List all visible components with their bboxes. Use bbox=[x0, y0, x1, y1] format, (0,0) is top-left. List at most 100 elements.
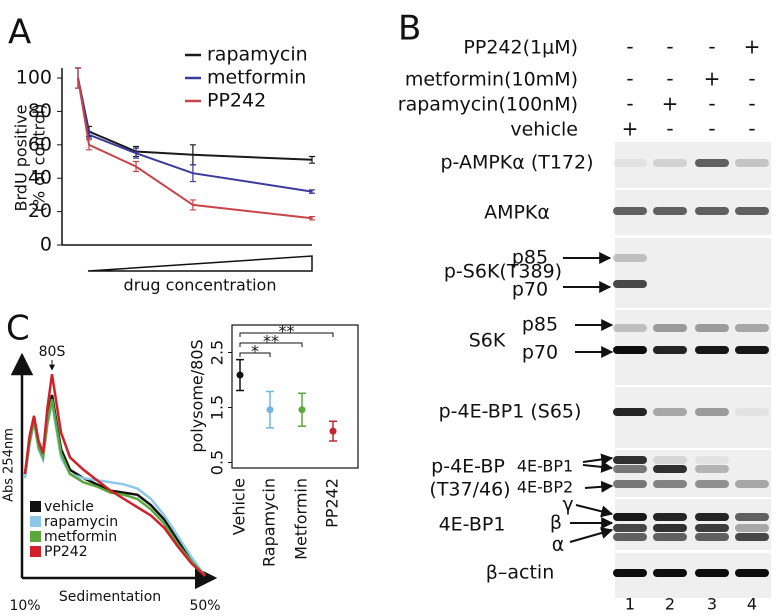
y-tick-label: 60 bbox=[28, 133, 52, 155]
error-bar bbox=[309, 216, 315, 221]
row-label: (T37/46) bbox=[429, 479, 510, 501]
blot-band bbox=[735, 207, 769, 215]
significance-bracket bbox=[239, 342, 303, 347]
treatment-label: metformin(10mM) bbox=[405, 69, 578, 91]
blot-band bbox=[695, 569, 729, 577]
arrow bbox=[582, 453, 614, 466]
blot-band bbox=[613, 207, 647, 215]
treatment-sign: + bbox=[744, 35, 761, 59]
legend-label: vehicle bbox=[44, 499, 94, 515]
legend-label: rapamycin bbox=[44, 514, 118, 530]
error-bar bbox=[133, 160, 140, 173]
x-tick-label: 50% bbox=[189, 598, 220, 614]
x-tick-label: 10% bbox=[9, 598, 40, 614]
lane-number: 1 bbox=[625, 595, 635, 614]
band-label: p85 bbox=[512, 247, 548, 269]
y-axis-label: polysome/80S bbox=[188, 339, 207, 452]
y-tick-label: 0 bbox=[40, 234, 52, 256]
significance-bracket bbox=[239, 332, 334, 337]
blot-band bbox=[695, 465, 729, 473]
y-tick-label: 80 bbox=[28, 100, 52, 122]
treatment-label: PP242(1μM) bbox=[463, 37, 578, 59]
row-label: p-AMPKα (T172) bbox=[440, 152, 593, 174]
y-axis-label: (% of control) bbox=[30, 104, 49, 213]
plot-frame bbox=[231, 324, 359, 469]
blot-band bbox=[613, 456, 647, 464]
band-label: p85 bbox=[522, 314, 558, 336]
blot-band bbox=[613, 533, 647, 541]
legend-swatch bbox=[30, 501, 41, 512]
arrow bbox=[569, 527, 614, 543]
x-axis-label: Sedimentation bbox=[59, 589, 161, 605]
legend-swatch bbox=[30, 516, 41, 527]
blot-band bbox=[653, 480, 687, 488]
y-tick-label: 20 bbox=[28, 200, 52, 222]
blot-band bbox=[613, 280, 647, 288]
blot-band bbox=[695, 159, 729, 167]
blot-band bbox=[613, 524, 647, 532]
dot bbox=[298, 406, 306, 414]
treatment-sign: - bbox=[626, 92, 633, 116]
band-label: p70 bbox=[522, 342, 558, 364]
significance-label: * bbox=[251, 342, 259, 361]
treatment-sign: - bbox=[748, 67, 755, 91]
concentration-wedge bbox=[87, 255, 313, 272]
treatment-sign: + bbox=[662, 92, 679, 116]
blot-band bbox=[613, 159, 647, 167]
error-bar bbox=[189, 164, 196, 183]
blot-band bbox=[735, 533, 769, 541]
blot-band bbox=[653, 456, 687, 464]
error-bar bbox=[189, 199, 196, 211]
treatment-sign: - bbox=[748, 117, 755, 141]
blot-band bbox=[735, 346, 769, 354]
blot-band bbox=[735, 513, 769, 521]
blot-band bbox=[695, 524, 729, 532]
arrow bbox=[575, 504, 614, 518]
blot-band bbox=[653, 465, 687, 473]
treatment-sign: - bbox=[708, 92, 715, 116]
blot-band bbox=[695, 533, 729, 541]
treatment-sign: - bbox=[666, 35, 673, 59]
blot-band bbox=[653, 524, 687, 532]
significance-bracket bbox=[239, 352, 271, 357]
y-axis-label: Abs 254nm bbox=[2, 428, 17, 502]
error-bar bbox=[85, 139, 92, 151]
series-line bbox=[23, 398, 206, 577]
dot bbox=[329, 427, 337, 435]
row-label: p-S6K(T389) bbox=[444, 261, 562, 283]
treatment-sign: - bbox=[626, 67, 633, 91]
treatment-label: vehicle bbox=[510, 119, 578, 141]
blot-strip bbox=[615, 387, 771, 448]
blot-band bbox=[653, 513, 687, 521]
y-axis-label: BrdU positive bbox=[12, 105, 31, 212]
band-label: 4E-BP2 bbox=[517, 478, 573, 497]
arrow bbox=[584, 480, 614, 493]
significance-label: ** bbox=[279, 322, 295, 341]
error-bar bbox=[75, 67, 81, 89]
blot-band bbox=[613, 254, 647, 262]
blot-band bbox=[695, 408, 729, 416]
y-tick-label: 2.5 bbox=[208, 340, 227, 365]
arrow bbox=[582, 460, 614, 473]
series-line bbox=[77, 77, 313, 161]
legend-label: rapamycin bbox=[207, 44, 308, 66]
treatment-sign: - bbox=[666, 117, 673, 141]
blot-band bbox=[695, 207, 729, 215]
blot-band bbox=[653, 346, 687, 354]
series-line bbox=[77, 77, 313, 193]
blot-band bbox=[735, 480, 769, 488]
row-label: AMPKα bbox=[484, 202, 550, 224]
treatment-sign: - bbox=[708, 117, 715, 141]
blot-band bbox=[653, 159, 687, 167]
blot-band bbox=[613, 513, 647, 521]
x-tick-label: Vehicle bbox=[230, 478, 249, 535]
blot-band bbox=[653, 533, 687, 541]
blot-band bbox=[735, 324, 769, 332]
row-label: p-4E-BP1 (S65) bbox=[439, 401, 582, 423]
blot-band bbox=[695, 324, 729, 332]
treatment-sign: + bbox=[704, 67, 721, 91]
legend-swatch bbox=[30, 546, 41, 557]
blot-band bbox=[735, 524, 769, 532]
blot-band bbox=[613, 324, 647, 332]
blot-band bbox=[653, 569, 687, 577]
